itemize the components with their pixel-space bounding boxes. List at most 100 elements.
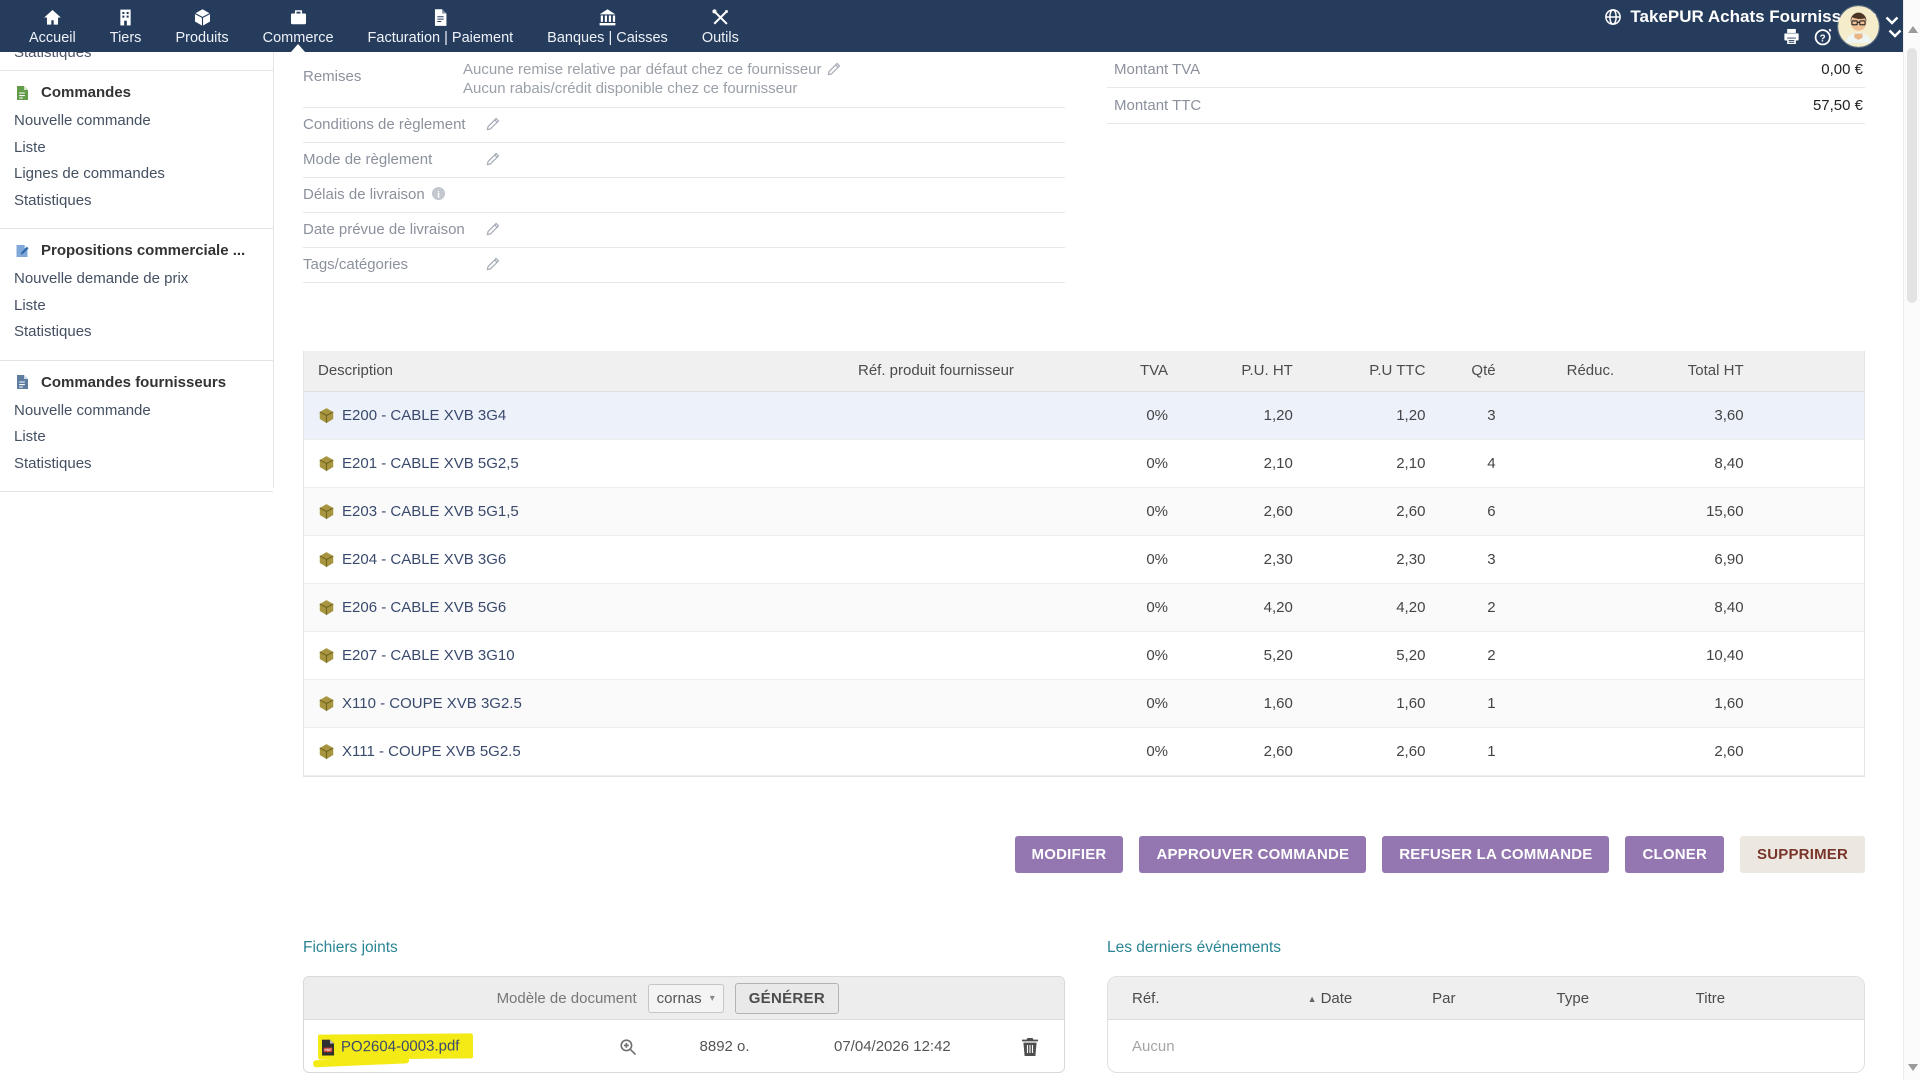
nav-item-label: Facturation | Paiement bbox=[368, 30, 514, 46]
nav-item-accueil[interactable]: Accueil bbox=[12, 1, 93, 52]
scrollbar-thumb[interactable] bbox=[1907, 48, 1917, 303]
scroll-up-arrow-icon[interactable] bbox=[1908, 26, 1918, 33]
sidebar-item-statistiques[interactable]: Statistiques bbox=[0, 451, 273, 478]
events-col-titre[interactable]: Titre bbox=[1696, 990, 1864, 1007]
print-icon[interactable] bbox=[1782, 27, 1801, 46]
sidebar-item-nouvelle-demande-de-prix[interactable]: Nouvelle demande de prix bbox=[0, 266, 273, 293]
attachments-title: Fichiers joints bbox=[303, 939, 398, 957]
table-header-row: Description Réf. produit fournisseur TVA… bbox=[304, 351, 1864, 391]
table-row: E203 - CABLE XVB 5G1,5 0% 2,60 2,60 6 15… bbox=[304, 487, 1864, 535]
nav-item-tiers[interactable]: Tiers bbox=[93, 1, 159, 52]
total-value: 0,00 € bbox=[1821, 61, 1863, 78]
file-link[interactable]: PO2604-0003.pdf bbox=[341, 1037, 460, 1055]
sort-asc-icon: ▲ bbox=[1308, 994, 1317, 1004]
events-col-par[interactable]: Par bbox=[1432, 990, 1556, 1007]
cell-tva: 0% bbox=[1061, 391, 1176, 439]
sidebar-item-lignes-de-commandes[interactable]: Lignes de commandes bbox=[0, 161, 273, 188]
sidebar-item-nouvelle-commande[interactable]: Nouvelle commande bbox=[0, 398, 273, 425]
delete-file-trash-icon[interactable] bbox=[1022, 1038, 1038, 1056]
form-row-remises: Remises Aucune remise relative par défau… bbox=[303, 52, 1065, 108]
product-link[interactable]: E200 - CABLE XVB 3G4 bbox=[318, 407, 842, 424]
preview-magnifier-icon[interactable] bbox=[619, 1038, 637, 1056]
total-row-ttc: Montant TTC 57,50 € bbox=[1107, 88, 1865, 124]
cell-qty: 3 bbox=[1433, 391, 1503, 439]
product-link[interactable]: E207 - CABLE XVB 3G10 bbox=[318, 647, 842, 664]
nav-item-commerce[interactable]: Commerce bbox=[246, 1, 351, 52]
menu-section-commandes-fournisseurs: Commandes fournisseurs Nouvelle commande… bbox=[0, 361, 273, 493]
nav-item-produits[interactable]: Produits bbox=[158, 1, 245, 52]
nav-item-outils[interactable]: Outils bbox=[685, 1, 756, 52]
edit-pencil-icon[interactable] bbox=[486, 256, 501, 271]
product-cube-icon bbox=[318, 407, 335, 424]
nav-item-facturation[interactable]: Facturation | Paiement bbox=[351, 1, 531, 52]
document-model-label: Modèle de document bbox=[497, 990, 637, 1007]
edit-pencil-icon[interactable] bbox=[486, 151, 501, 166]
sidebar-item-liste[interactable]: Liste bbox=[0, 135, 273, 162]
refuser-commande-button[interactable]: REFUSER LA COMMANDE bbox=[1382, 836, 1609, 873]
col-description: Description bbox=[304, 351, 850, 391]
navbar-tools: ? bbox=[1782, 27, 1833, 46]
product-link[interactable]: X110 - COUPE XVB 3G2.5 bbox=[318, 695, 842, 712]
remises-value-line2: Aucun rabais/crédit disponible chez ce f… bbox=[463, 80, 797, 97]
col-spacer bbox=[1752, 351, 1864, 391]
menu-heading-label: Propositions commerciale ... bbox=[41, 242, 245, 259]
svg-text:?: ? bbox=[1820, 33, 1826, 44]
chevron-down-icon[interactable] bbox=[1885, 12, 1899, 21]
menu-section-propositions: Propositions commerciale ... Nouvelle de… bbox=[0, 229, 273, 361]
cell-pu-ht: 1,20 bbox=[1176, 391, 1301, 439]
generer-button[interactable]: GÉNÉRER bbox=[735, 983, 839, 1014]
supprimer-button[interactable]: SUPPRIMER bbox=[1740, 836, 1865, 873]
field-label: Date prévue de livraison bbox=[303, 221, 486, 238]
top-navbar: Accueil Tiers Produits Commerce Facturat… bbox=[0, 0, 1903, 52]
help-icon[interactable]: ? bbox=[1814, 27, 1833, 46]
sidebar-item-liste[interactable]: Liste bbox=[0, 293, 273, 320]
field-label: Délais de livraison bbox=[303, 186, 425, 203]
edit-pencil-icon[interactable] bbox=[486, 221, 501, 236]
events-col-type[interactable]: Type bbox=[1557, 990, 1696, 1007]
sidebar-item-liste[interactable]: Liste bbox=[0, 424, 273, 451]
cloner-button[interactable]: CLONER bbox=[1625, 836, 1724, 873]
form-row-delais-livraison: Délais de livraison i bbox=[303, 178, 1065, 213]
approuver-commande-button[interactable]: APPROUVER COMMANDE bbox=[1139, 836, 1366, 873]
events-header: Réf. ▲Date Par Type Titre bbox=[1108, 977, 1864, 1020]
col-reduc: Réduc. bbox=[1504, 351, 1623, 391]
sidebar-item-nouvelle-commande[interactable]: Nouvelle commande bbox=[0, 108, 273, 135]
events-col-date[interactable]: ▲Date bbox=[1308, 990, 1432, 1007]
menu-heading-commandes[interactable]: Commandes bbox=[0, 84, 273, 101]
menu-section-commandes: Commandes Nouvelle commande Liste Lignes… bbox=[0, 71, 273, 229]
sidebar-item-statistiques[interactable]: Statistiques bbox=[0, 188, 273, 215]
edit-pencil-icon[interactable] bbox=[486, 116, 501, 131]
user-avatar[interactable] bbox=[1838, 6, 1879, 47]
col-pu-ttc: P.U TTC bbox=[1301, 351, 1434, 391]
total-value: 57,50 € bbox=[1813, 97, 1863, 114]
events-empty-row: Aucun bbox=[1108, 1020, 1864, 1073]
nav-item-label: Produits bbox=[175, 30, 228, 46]
edit-pencil-icon[interactable] bbox=[827, 61, 842, 76]
nav-item-banques[interactable]: Banques | Caisses bbox=[530, 1, 685, 52]
col-pu-ht: P.U. HT bbox=[1176, 351, 1301, 391]
menu-heading-propositions[interactable]: Propositions commerciale ... bbox=[0, 242, 273, 259]
product-link[interactable]: E204 - CABLE XVB 3G6 bbox=[318, 551, 842, 568]
nav-item-label: Banques | Caisses bbox=[547, 30, 668, 46]
scroll-down-arrow-icon[interactable] bbox=[1908, 1064, 1918, 1071]
sidebar-item-statistiques[interactable]: Statistiques bbox=[0, 319, 273, 346]
table-row: X111 - COUPE XVB 5G2.5 0% 2,60 2,60 1 2,… bbox=[304, 727, 1864, 775]
order-doc-icon bbox=[14, 85, 30, 101]
product-link[interactable]: E203 - CABLE XVB 5G1,5 bbox=[318, 503, 842, 520]
col-ref-fournisseur: Réf. produit fournisseur bbox=[850, 351, 1061, 391]
vertical-scrollbar[interactable] bbox=[1903, 0, 1920, 1080]
events-col-ref[interactable]: Réf. bbox=[1132, 990, 1308, 1007]
chevron-down-icon[interactable] bbox=[1888, 25, 1902, 34]
document-model-value: cornas bbox=[657, 990, 702, 1007]
info-icon[interactable]: i bbox=[431, 186, 446, 201]
product-link[interactable]: E206 - CABLE XVB 5G6 bbox=[318, 599, 842, 616]
modifier-button[interactable]: MODIFIER bbox=[1015, 836, 1124, 873]
action-buttons: MODIFIER APPROUVER COMMANDE REFUSER LA C… bbox=[303, 836, 1865, 873]
product-link[interactable]: E201 - CABLE XVB 5G2,5 bbox=[318, 455, 842, 472]
product-link[interactable]: X111 - COUPE XVB 5G2.5 bbox=[318, 743, 842, 760]
document-model-select[interactable]: cornas ▾ bbox=[648, 984, 724, 1013]
menu-heading-commandes-fournisseurs[interactable]: Commandes fournisseurs bbox=[0, 374, 273, 391]
product-cube-icon bbox=[318, 503, 335, 520]
company-selector[interactable]: TakePUR Achats Fournisseurs bbox=[1604, 7, 1877, 27]
supplier-order-doc-icon bbox=[14, 374, 30, 390]
